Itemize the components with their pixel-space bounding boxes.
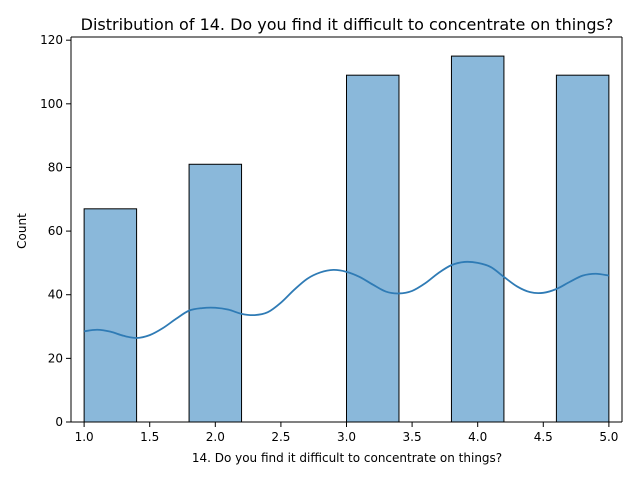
chart-title: Distribution of 14. Do you find it diffi… xyxy=(81,15,614,34)
y-tick-label: 40 xyxy=(48,288,63,302)
y-tick-label: 0 xyxy=(55,415,63,429)
y-tick-label: 100 xyxy=(40,97,63,111)
y-axis-label: Count xyxy=(15,213,29,249)
bars-group xyxy=(83,55,610,423)
y-tick-label: 80 xyxy=(48,160,63,174)
x-tick-label: 4.0 xyxy=(468,430,487,444)
kde-line xyxy=(83,260,610,339)
x-tick-label: 5.0 xyxy=(599,430,618,444)
x-tick-label: 2.5 xyxy=(271,430,290,444)
y-tick-label: 20 xyxy=(48,351,63,365)
x-tick-label: 1.0 xyxy=(75,430,94,444)
x-tick-label: 3.0 xyxy=(337,430,356,444)
x-tick-label: 2.0 xyxy=(206,430,225,444)
histogram-bar xyxy=(346,74,400,423)
y-tick-label: 120 xyxy=(40,33,63,47)
y-tick-label: 60 xyxy=(48,224,63,238)
x-tick-label: 1.5 xyxy=(140,430,159,444)
x-tick-label: 3.5 xyxy=(403,430,422,444)
y-ticks: 0 20 40 60 80 100 120 xyxy=(40,33,71,429)
histogram-bar xyxy=(450,55,505,423)
histogram-bar xyxy=(83,208,138,423)
histogram-bar xyxy=(555,74,610,423)
x-tick-label: 4.5 xyxy=(534,430,553,444)
x-ticks: 1.0 1.5 2.0 2.5 3.0 3.5 4.0 4.5 5.0 xyxy=(75,422,618,444)
x-axis-label: 14. Do you find it difficult to concentr… xyxy=(192,451,502,465)
histogram-bar xyxy=(188,163,243,423)
